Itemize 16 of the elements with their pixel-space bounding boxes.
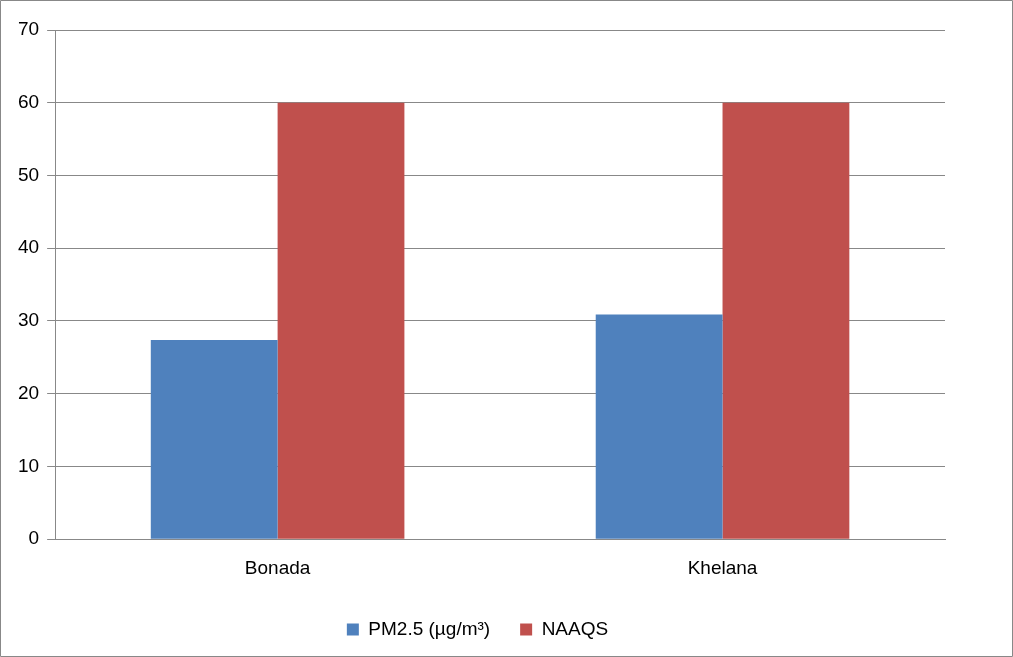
x-tick-label: Khelana	[687, 556, 758, 578]
legend-label: NAAQS	[541, 617, 609, 639]
legend-label: PM2.5 (µg/m³)	[368, 617, 491, 639]
y-tick-label: 20	[17, 381, 40, 403]
y-tick-label: 10	[17, 454, 40, 476]
y-tick-label: 0	[28, 527, 40, 549]
bar	[150, 339, 278, 539]
y-tick-label: 60	[17, 90, 40, 112]
x-tick-label: Bonada	[244, 556, 311, 578]
bar	[595, 314, 723, 539]
bar	[722, 102, 850, 539]
bar	[277, 102, 405, 539]
y-tick-label: 30	[17, 309, 40, 331]
y-tick-label: 70	[17, 18, 40, 40]
y-tick-label: 50	[17, 163, 40, 185]
y-tick-label: 40	[17, 236, 40, 258]
